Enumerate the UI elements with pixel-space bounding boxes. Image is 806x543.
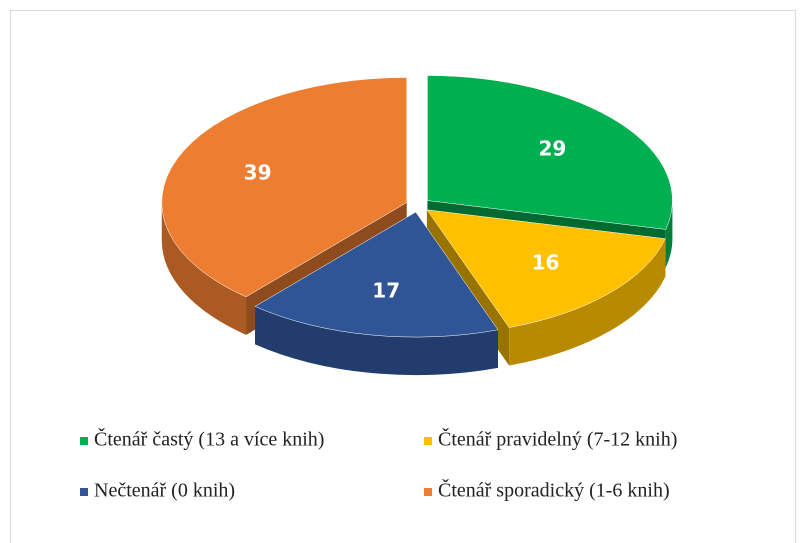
legend-marker [80,488,88,496]
legend-label: Čtenář pravidelný (7-12 knih) [438,427,677,451]
legend-label: Nečtenář (0 knih) [94,480,235,502]
data-label: 17 [372,278,400,302]
slice [161,77,408,298]
slice-wall [665,200,673,268]
slice-wall [255,306,498,376]
legend-label: Čtenář sporadický (1-6 knih) [438,478,670,502]
legend-marker [80,437,88,445]
slice [426,209,666,328]
data-label: 29 [538,137,566,161]
slice-wall [161,202,247,335]
data-label: 16 [532,251,560,275]
slice [254,211,499,338]
slice [427,75,673,230]
legend-marker [424,437,432,445]
legend-marker [424,488,432,496]
data-label: 39 [244,161,272,185]
legend-label: Čtenář častý (13 a více knih) [94,427,324,451]
slice-wall [509,238,666,366]
